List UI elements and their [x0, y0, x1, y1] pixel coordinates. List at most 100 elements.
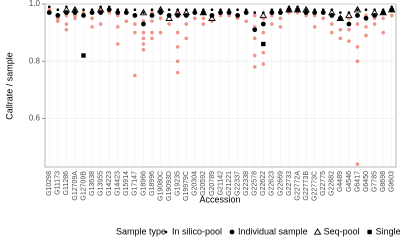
x-tick-label: G21142 — [217, 171, 224, 195]
replicate-point — [167, 22, 171, 26]
point — [312, 10, 318, 15]
x-tick-label: G19235 — [175, 171, 182, 196]
legend-label: Individual sample — [238, 226, 308, 236]
x-tick-label: G20592 — [200, 171, 207, 196]
point — [47, 5, 51, 9]
replicate-point — [73, 16, 77, 21]
replicate-point — [141, 30, 146, 35]
replicate-point — [381, 30, 385, 35]
legend-marker — [164, 230, 168, 234]
x-tick-label: G22669 — [277, 171, 284, 196]
replicate-point — [175, 70, 180, 75]
point — [156, 5, 165, 13]
replicate-point — [184, 22, 189, 26]
point — [132, 13, 138, 18]
x-tick-label: G22773B — [303, 171, 310, 201]
replicate-point — [252, 13, 257, 18]
replicate-point — [56, 19, 60, 23]
x-tick-label: G4546 — [346, 171, 353, 192]
x-tick-label: G22337 — [234, 171, 241, 196]
replicate-point — [141, 42, 146, 46]
x-tick-label: G18996 — [149, 171, 156, 196]
legend-title: Sample type — [116, 226, 166, 236]
point — [96, 5, 105, 13]
legend-label: Single plant — [376, 226, 400, 236]
point — [260, 21, 266, 27]
replicate-point — [115, 25, 120, 29]
point — [192, 10, 198, 15]
point — [106, 7, 112, 13]
point — [303, 10, 309, 15]
y-tick-label: 1.0 — [29, 0, 41, 8]
replicate-point — [329, 22, 334, 26]
replicate-point — [261, 16, 266, 21]
replicate-point — [115, 42, 120, 46]
point — [218, 10, 223, 15]
replicate-point — [175, 59, 180, 63]
replicate-point — [141, 36, 146, 41]
x-tick-label: G19979C — [183, 171, 190, 201]
replicate-point — [150, 30, 154, 35]
replicate-point — [150, 36, 154, 41]
replicate-point — [158, 16, 163, 21]
point — [235, 13, 241, 18]
point — [336, 14, 345, 21]
replicate-point — [124, 19, 129, 23]
point — [364, 8, 368, 12]
replicate-point — [90, 25, 94, 29]
x-tick-label: G13955 — [97, 171, 104, 196]
x-tick-label: G22882 — [329, 171, 336, 196]
point — [82, 8, 85, 12]
x-tick-label: G6450 — [363, 171, 370, 192]
replicate-point — [355, 162, 360, 166]
replicate-point — [278, 16, 283, 21]
point — [210, 8, 214, 12]
point — [302, 5, 310, 13]
point — [62, 5, 71, 13]
point — [372, 13, 377, 18]
replicate-point — [364, 33, 368, 38]
replicate-point — [355, 45, 360, 49]
replicate-point — [270, 22, 274, 26]
replicate-point — [141, 47, 146, 52]
replicate-point — [193, 16, 197, 21]
replicate-point — [210, 19, 214, 23]
point — [261, 41, 266, 47]
point — [293, 5, 302, 13]
x-tick-label: G22773C — [312, 171, 319, 201]
point — [89, 10, 95, 15]
x-tick-label: G6417 — [354, 171, 361, 192]
point — [353, 5, 362, 13]
replicate-point — [355, 59, 360, 63]
point — [46, 10, 52, 15]
point — [329, 13, 335, 18]
point — [173, 8, 182, 16]
replicate-point — [158, 30, 163, 35]
replicate-point — [329, 30, 334, 35]
point — [150, 8, 154, 12]
replicate-point — [175, 45, 180, 49]
point — [123, 10, 129, 15]
x-tick-label: G10298 — [46, 171, 53, 196]
replicate-point — [312, 25, 317, 29]
point — [142, 11, 145, 14]
point — [167, 8, 171, 12]
x-tick-label: G18966 — [140, 171, 147, 196]
point — [356, 8, 359, 12]
point — [98, 10, 104, 15]
replicate-point — [261, 30, 266, 35]
replicate-point — [364, 25, 368, 29]
replicate-point — [389, 13, 394, 18]
point — [370, 8, 379, 16]
replicate-point — [201, 16, 206, 21]
x-tick-label: G20789 — [209, 171, 216, 196]
legend-label: Seq-pool — [324, 226, 360, 236]
x-axis-label: Accession — [199, 194, 240, 204]
x-tick-label: G19093D — [166, 171, 173, 201]
x-tick-label: G13638 — [89, 171, 96, 196]
point — [346, 21, 352, 27]
point — [64, 10, 69, 15]
replicate-point — [184, 36, 189, 41]
point — [183, 13, 189, 18]
